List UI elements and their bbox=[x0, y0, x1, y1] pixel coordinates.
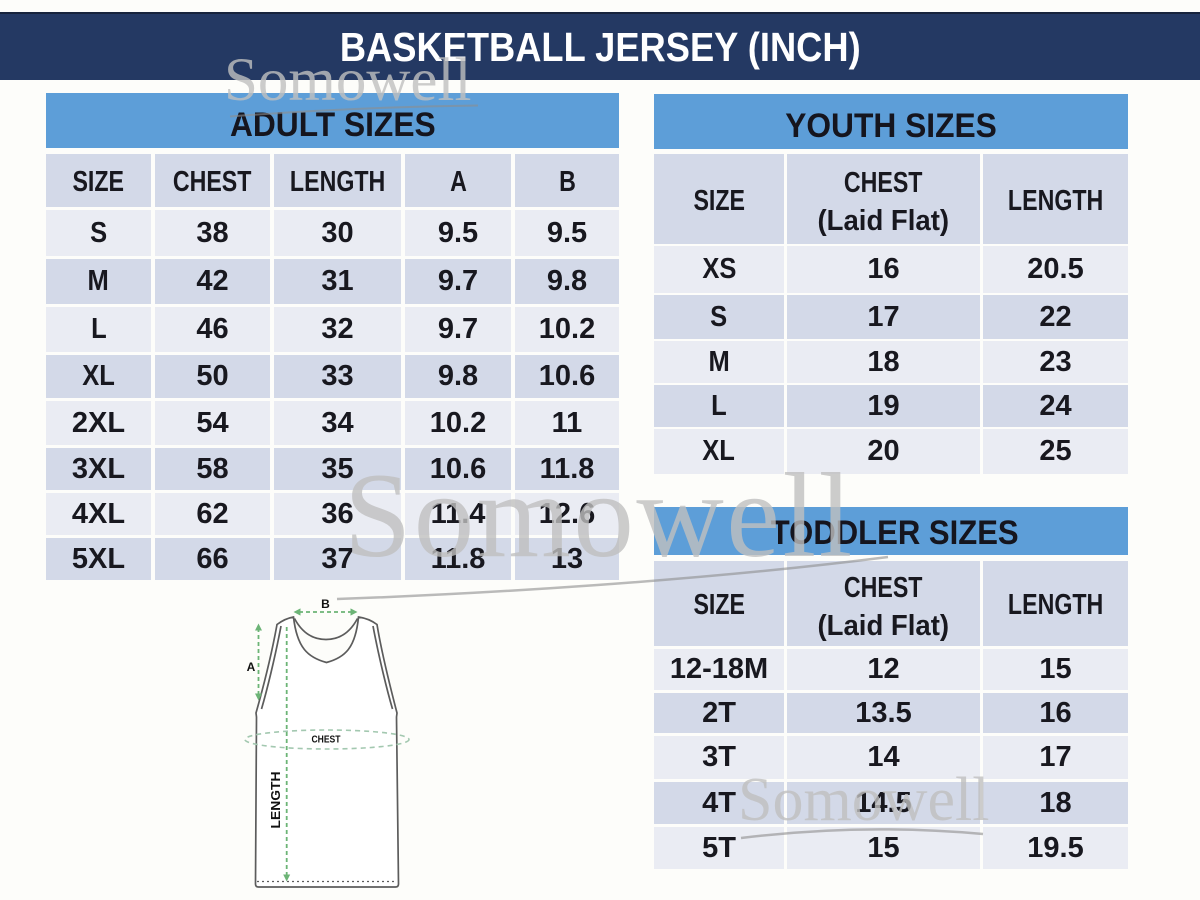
svg-text:Somowell: Somowell bbox=[224, 47, 471, 114]
svg-text:B: B bbox=[321, 597, 330, 611]
svg-text:A: A bbox=[247, 660, 256, 674]
svg-text:CHEST: CHEST bbox=[312, 734, 341, 746]
svg-text:Somowell: Somowell bbox=[738, 766, 989, 834]
svg-text:Somowell: Somowell bbox=[344, 449, 855, 583]
svg-text:LENGTH: LENGTH bbox=[269, 772, 283, 829]
